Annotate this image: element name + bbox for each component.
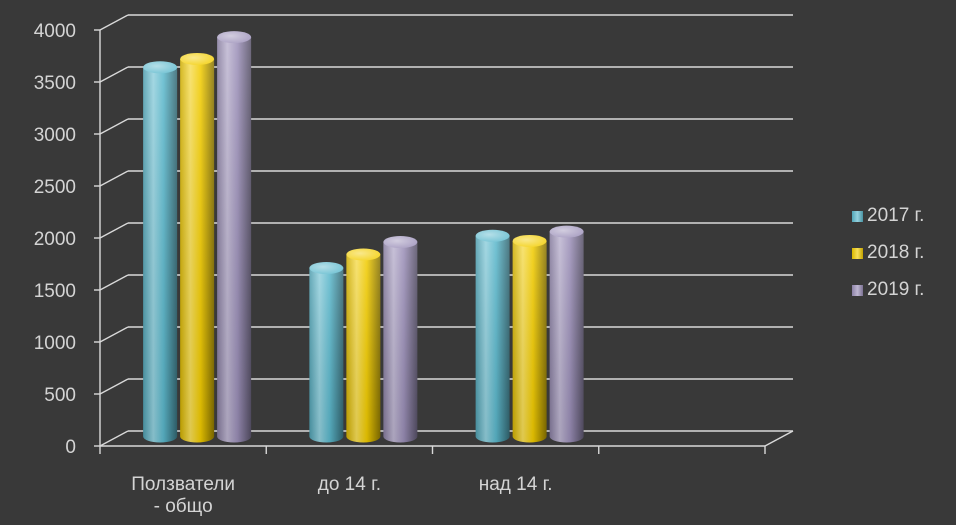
gridline-depth — [99, 66, 129, 83]
bar-cap — [346, 248, 381, 261]
bar-cap — [512, 234, 547, 247]
legend-label-2018: 2018 г. — [867, 242, 925, 263]
y-tick-label: 3500 — [34, 73, 76, 94]
x-tick-label: над 14 г. — [479, 474, 553, 495]
bar-shade — [512, 240, 547, 443]
bar-cap — [217, 31, 252, 44]
gridline-depth — [99, 170, 129, 187]
bar-2017-1 — [309, 262, 344, 443]
bar-shade — [217, 37, 252, 443]
bar-shade — [549, 231, 584, 443]
y-tick-label: 2500 — [34, 177, 76, 198]
legend-label-2019: 2019 г. — [867, 279, 925, 300]
legend-swatch-2017 — [852, 210, 863, 222]
bar-2017-2 — [475, 229, 510, 443]
bar-shade — [475, 235, 510, 443]
gridline-depth — [99, 14, 129, 31]
legend-item-2017: 2017 г. — [852, 204, 924, 228]
y-tick-label: 0 — [65, 437, 76, 458]
bar-cap — [180, 52, 215, 65]
bar-2018-0 — [180, 52, 215, 443]
gridline-depth — [99, 222, 129, 239]
bar-2018-1 — [346, 248, 381, 443]
x-tick-label: Ползватели - общо — [131, 474, 235, 517]
bar-2019-2 — [549, 225, 584, 443]
gridline-depth — [99, 274, 129, 291]
floor-side-line — [764, 430, 794, 447]
y-tick-label: 3000 — [34, 125, 76, 146]
legend-item-2018: 2018 г. — [852, 241, 924, 265]
bar-cap — [143, 61, 178, 74]
y-tick-label: 500 — [44, 385, 76, 406]
bar-shade — [180, 58, 215, 443]
bar-2019-1 — [383, 236, 418, 443]
bar-shade — [143, 67, 178, 443]
legend-swatch-2018 — [852, 247, 863, 259]
gridline-depth — [99, 326, 129, 343]
bar-cap — [549, 225, 584, 238]
bar-2018-2 — [512, 234, 547, 443]
y-tick-label: 2000 — [34, 229, 76, 250]
y-tick-label: 1000 — [34, 333, 76, 354]
bar-cap — [383, 236, 418, 249]
legend-item-2019: 2019 г. — [852, 278, 924, 302]
y-tick-label: 1500 — [34, 281, 76, 302]
x-tick-label: до 14 г. — [318, 474, 381, 495]
gridline-depth — [99, 378, 129, 395]
legend-swatch-2019 — [852, 284, 863, 296]
bar-shade — [309, 268, 344, 443]
bar-cap — [309, 262, 344, 275]
bar-cap — [475, 229, 510, 242]
legend-label-2017: 2017 г. — [867, 205, 925, 226]
bar-shade — [346, 254, 381, 443]
legend: 2017 г. 2018 г. 2019 г. — [852, 204, 924, 302]
y-tick-label: 4000 — [34, 21, 76, 42]
bar-2017-0 — [143, 61, 178, 443]
gridline-depth — [99, 430, 129, 447]
bar-2019-0 — [217, 31, 252, 443]
bar-shade — [383, 242, 418, 443]
gridline-depth — [99, 118, 129, 135]
